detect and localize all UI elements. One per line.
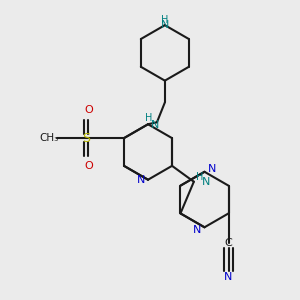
- Text: H: H: [145, 113, 153, 123]
- Text: O: O: [84, 105, 93, 116]
- Text: N: N: [202, 177, 210, 187]
- Text: H: H: [161, 15, 169, 25]
- Text: CH₃: CH₃: [39, 133, 58, 143]
- Text: H: H: [196, 172, 203, 182]
- Text: N: N: [161, 20, 169, 30]
- Text: C: C: [225, 238, 232, 248]
- Text: N: N: [208, 164, 217, 174]
- Text: N: N: [151, 120, 159, 130]
- Text: N: N: [224, 272, 233, 282]
- Text: O: O: [84, 161, 93, 171]
- Text: N: N: [137, 175, 145, 185]
- Text: N: N: [192, 225, 201, 235]
- Text: S: S: [82, 132, 90, 145]
